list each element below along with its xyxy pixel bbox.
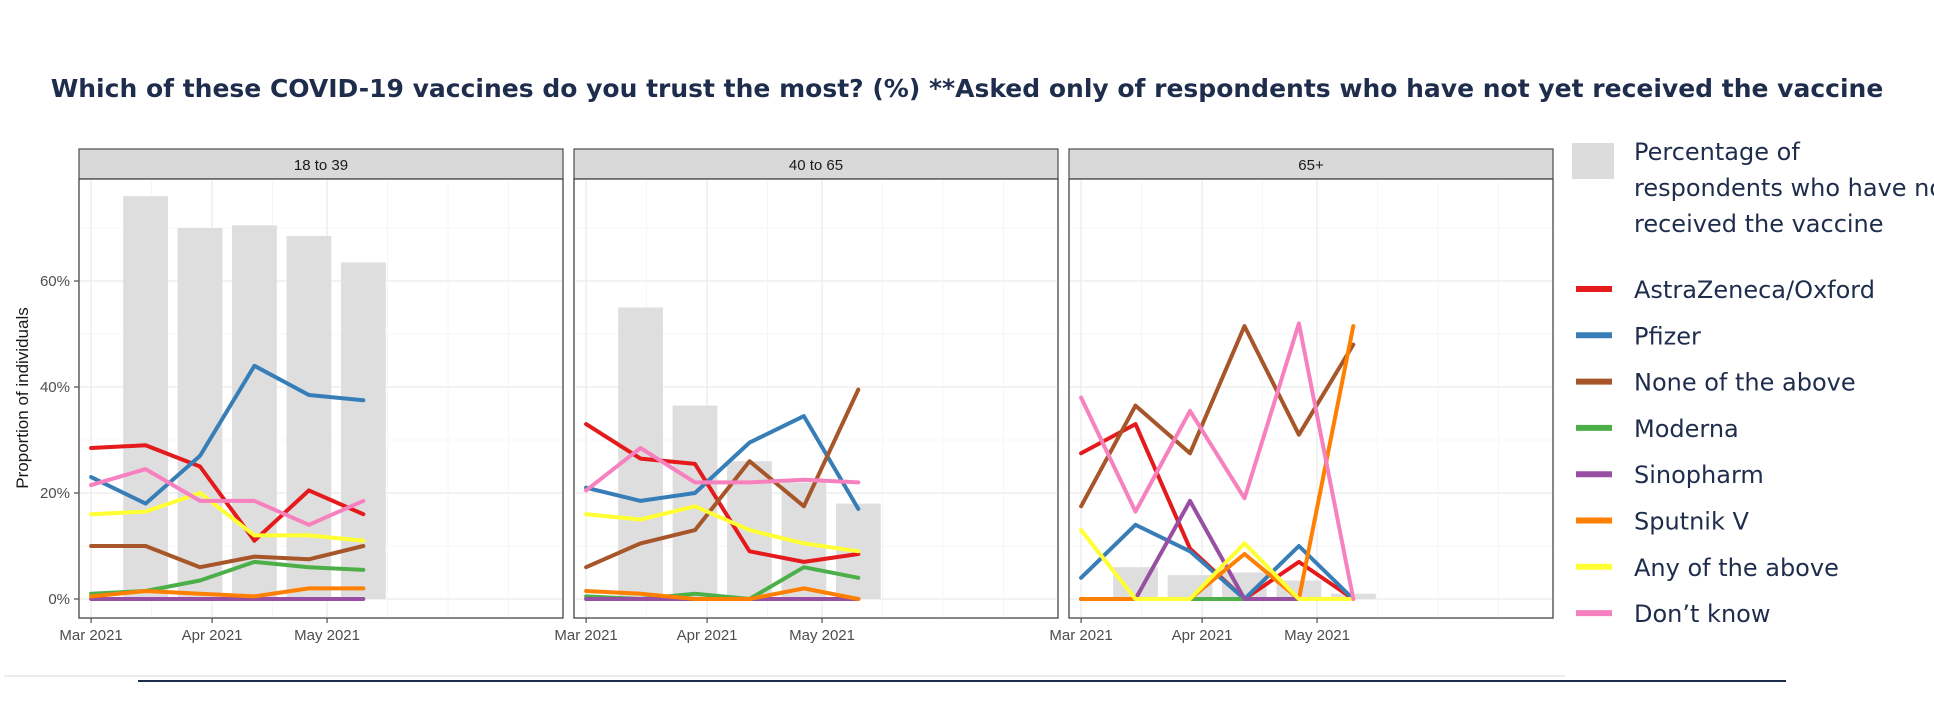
legend-label: Pfizer — [1634, 322, 1701, 350]
series-line-any-of-the-above — [1079, 528, 1356, 601]
bar — [177, 228, 223, 599]
plot-border — [78, 178, 564, 619]
series-line-pfizer — [89, 363, 366, 506]
series-line-none-of-the-above — [1079, 324, 1356, 509]
x-tick-label: Mar 2021 — [554, 627, 617, 644]
facet-label: 18 to 39 — [294, 157, 348, 174]
legend: Percentage of respondents who have not rec… — [1572, 138, 1934, 628]
x-tick-label: Mar 2021 — [1049, 627, 1112, 644]
legend-bar-label-line: received the vaccine — [1634, 210, 1884, 238]
legend-label: AstraZeneca/Oxford — [1634, 276, 1875, 304]
panel-3: 65+ Mar 2021 Apr 2021 May 2021 — [1049, 148, 1554, 644]
panel-1: 18 to 39 Mar 2021 Apr 2021 May 2021 — [59, 148, 564, 644]
x-tick-label: Mar 2021 — [59, 627, 122, 644]
x-tick-label: Apr 2021 — [1172, 627, 1233, 644]
facet-strip — [1068, 148, 1554, 180]
series-line-pfizer — [584, 414, 861, 511]
y-tick-label: 40% — [40, 379, 70, 396]
series-line-sputnik-v — [584, 586, 861, 601]
legend-label: None of the above — [1634, 369, 1856, 397]
panel-2: 40 to 65 Mar 2021 Apr 2021 May 2021 — [554, 148, 1059, 644]
y-tick-label: 0% — [48, 591, 70, 608]
y-tick-label: 20% — [40, 485, 70, 502]
bar — [340, 262, 386, 599]
legend-label: Any of the above — [1634, 554, 1839, 582]
y-tick-label: 60% — [40, 273, 70, 290]
bar — [672, 405, 718, 599]
legend-label: Sinopharm — [1634, 461, 1764, 489]
bar — [618, 307, 663, 599]
series-line-none-of-the-above — [584, 387, 861, 570]
legend-bar-label-line: respondents who have not — [1634, 174, 1934, 202]
chart-title: Which of these COVID-19 vaccines do you … — [50, 74, 1884, 103]
plot-border — [573, 178, 1059, 619]
series-line-don-t-know — [1079, 321, 1356, 601]
series-line-none-of-the-above — [89, 544, 366, 570]
series-line-sputnik-v — [1079, 324, 1356, 601]
bar — [123, 196, 168, 599]
plot-border — [1068, 178, 1554, 619]
x-tick-label: Apr 2021 — [182, 627, 243, 644]
legend-bar-label: Percentage of respondents who have not rec… — [1634, 138, 1934, 238]
x-tick-label: May 2021 — [789, 627, 855, 644]
x-tick-label: May 2021 — [294, 627, 360, 644]
bar — [286, 235, 332, 599]
series-line-any-of-the-above — [89, 491, 366, 543]
series-line-astrazeneca-oxford — [89, 443, 366, 543]
legend-label: Don’t know — [1634, 600, 1770, 628]
facet-strip — [78, 148, 564, 180]
legend-bar-swatch — [1572, 143, 1614, 179]
series-line-sputnik-v — [89, 586, 366, 599]
facet-strip — [573, 148, 1059, 180]
y-axis-title: Proportion of individuals — [13, 307, 32, 488]
bar — [232, 225, 277, 599]
facet-label: 40 to 65 — [789, 157, 843, 174]
legend-label: Sputnik V — [1634, 508, 1749, 536]
x-tick-label: Apr 2021 — [677, 627, 738, 644]
legend-label: Moderna — [1634, 415, 1739, 443]
series-line-any-of-the-above — [584, 504, 861, 554]
series-line-don-t-know — [584, 446, 861, 493]
facet-label: 65+ — [1298, 157, 1324, 174]
series-line-don-t-know — [89, 467, 366, 527]
x-tick-label: May 2021 — [1284, 627, 1350, 644]
bar — [1167, 575, 1213, 599]
legend-bar-label-line: Percentage of — [1634, 138, 1800, 166]
